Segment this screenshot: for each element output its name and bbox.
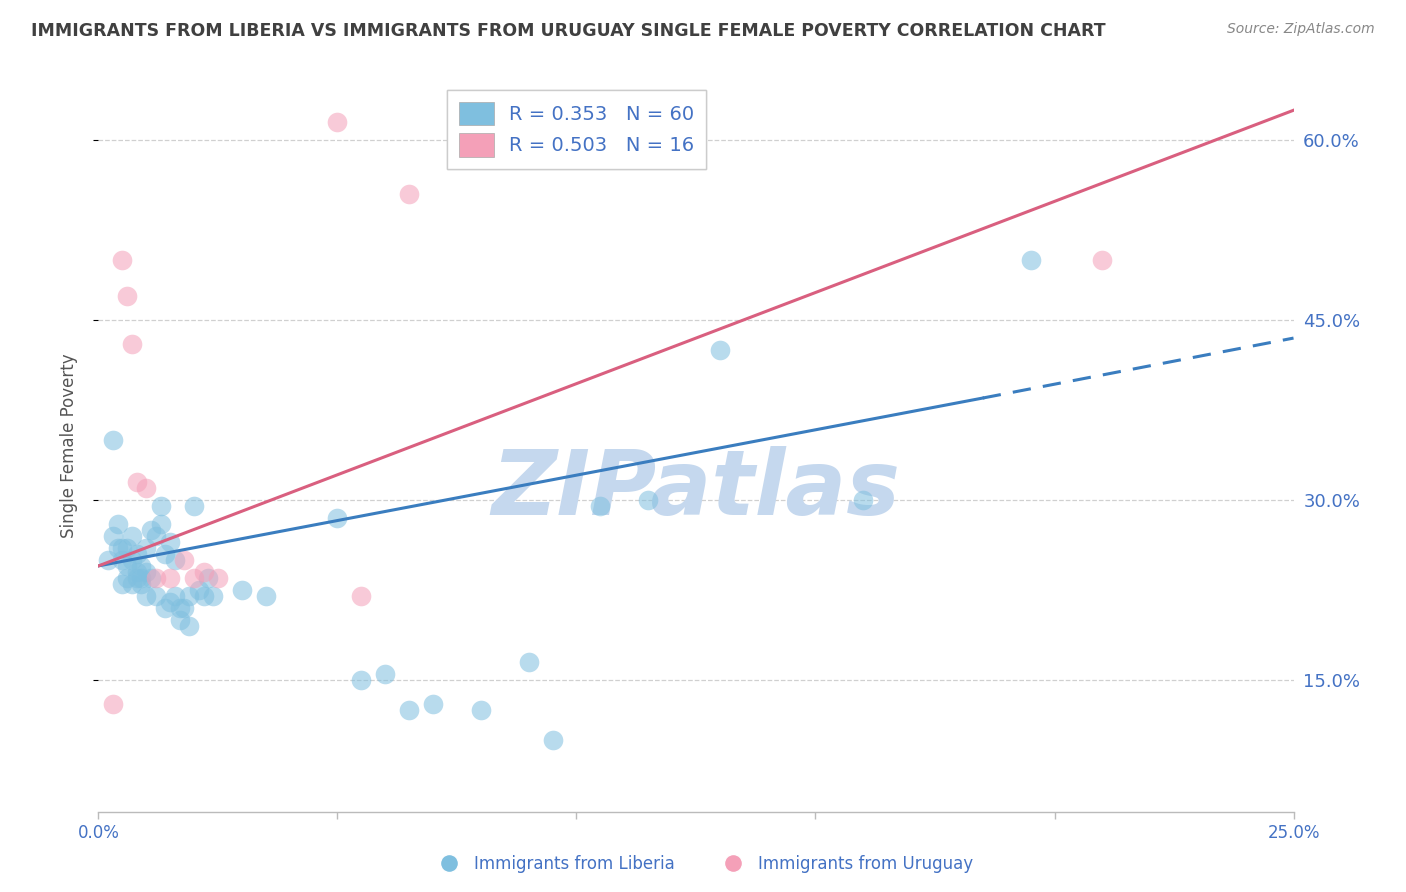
Point — [125, 475, 148, 489]
Point — [135, 541, 157, 555]
Point — [159, 595, 181, 609]
Legend: R = 0.353   N = 60, R = 0.503   N = 16: R = 0.353 N = 60, R = 0.503 N = 16 — [447, 90, 706, 169]
Point — [125, 571, 148, 585]
Text: Source: ZipAtlas.com: Source: ZipAtlas.com — [1227, 22, 1375, 37]
Point — [121, 577, 143, 591]
Point — [111, 577, 134, 591]
Text: IMMIGRANTS FROM LIBERIA VS IMMIGRANTS FROM URUGUAY SINGLE FEMALE POVERTY CORRELA: IMMIGRANTS FROM LIBERIA VS IMMIGRANTS FR… — [31, 22, 1105, 40]
Legend: Immigrants from Liberia, Immigrants from Uruguay: Immigrants from Liberia, Immigrants from… — [426, 848, 980, 880]
Point — [709, 343, 731, 357]
Point — [422, 697, 444, 711]
Point — [179, 589, 201, 603]
Point — [350, 673, 373, 687]
Point — [145, 589, 167, 603]
Point — [135, 481, 157, 495]
Point — [193, 565, 215, 579]
Point — [169, 613, 191, 627]
Point — [125, 547, 148, 561]
Point — [541, 732, 564, 747]
Point — [135, 565, 157, 579]
Point — [121, 529, 143, 543]
Point — [326, 115, 349, 129]
Point — [115, 541, 138, 555]
Point — [115, 571, 138, 585]
Point — [169, 600, 191, 615]
Point — [115, 289, 138, 303]
Point — [97, 553, 120, 567]
Point — [107, 541, 129, 555]
Point — [131, 571, 153, 585]
Point — [131, 577, 153, 591]
Point — [121, 553, 143, 567]
Point — [149, 499, 172, 513]
Point — [589, 499, 612, 513]
Point — [163, 553, 186, 567]
Point — [145, 529, 167, 543]
Point — [374, 666, 396, 681]
Point — [183, 499, 205, 513]
Point — [163, 589, 186, 603]
Point — [139, 523, 162, 537]
Point — [111, 553, 134, 567]
Point — [149, 516, 172, 531]
Point — [350, 589, 373, 603]
Point — [101, 433, 124, 447]
Point — [101, 529, 124, 543]
Point — [111, 253, 134, 268]
Point — [121, 337, 143, 351]
Point — [131, 558, 153, 573]
Point — [470, 703, 492, 717]
Point — [101, 697, 124, 711]
Point — [517, 655, 540, 669]
Point — [159, 535, 181, 549]
Point — [187, 582, 209, 597]
Point — [231, 582, 253, 597]
Point — [135, 589, 157, 603]
Point — [398, 703, 420, 717]
Point — [115, 558, 138, 573]
Point — [398, 187, 420, 202]
Point — [155, 600, 177, 615]
Point — [1019, 253, 1042, 268]
Point — [125, 565, 148, 579]
Point — [155, 547, 177, 561]
Point — [179, 619, 201, 633]
Point — [637, 492, 659, 507]
Point — [852, 492, 875, 507]
Point — [159, 571, 181, 585]
Point — [173, 600, 195, 615]
Point — [202, 589, 225, 603]
Point — [107, 516, 129, 531]
Point — [173, 553, 195, 567]
Point — [207, 571, 229, 585]
Text: ZIPatlas: ZIPatlas — [492, 446, 900, 534]
Point — [193, 589, 215, 603]
Point — [139, 571, 162, 585]
Point — [1091, 253, 1114, 268]
Point — [326, 511, 349, 525]
Point — [111, 541, 134, 555]
Point — [197, 571, 219, 585]
Point — [145, 571, 167, 585]
Point — [183, 571, 205, 585]
Point — [254, 589, 277, 603]
Y-axis label: Single Female Poverty: Single Female Poverty — [59, 354, 77, 538]
